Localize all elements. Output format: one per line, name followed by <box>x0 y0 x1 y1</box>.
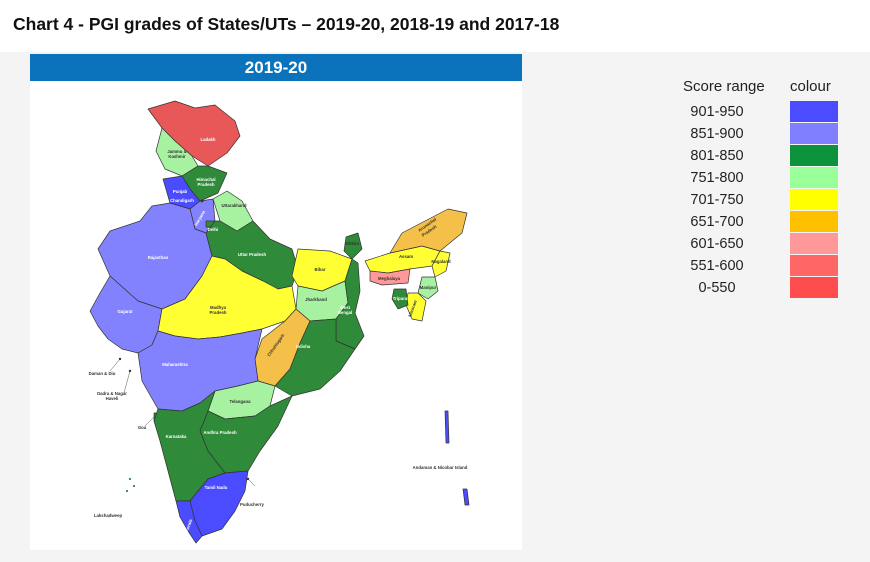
legend-range-label: 0-550 <box>698 280 736 296</box>
label-assam: Assam <box>399 254 413 259</box>
legend-item: 701-750 <box>676 189 846 211</box>
label-nagaland: Nagaland <box>431 259 451 264</box>
state-sikkim <box>343 232 363 260</box>
legend-colour-swatch <box>790 277 838 298</box>
legend: Score range colour 901-950 851-900 801-850… <box>676 76 846 306</box>
label-tripura: Tripura <box>393 296 408 301</box>
page-title: Chart 4 - PGI grades of States/UTs – 201… <box>13 14 560 34</box>
legend-item: 0-550 <box>676 277 846 299</box>
label-andaman: Andaman & Nicobar Island <box>413 465 468 470</box>
legend-colour-header: colour <box>790 78 831 95</box>
state-nagaland <box>431 250 451 278</box>
legend-range-label: 701-750 <box>690 192 744 208</box>
legend-range-label: 901-950 <box>690 104 744 120</box>
label-tamil-nadu: Tamil Nadu <box>205 485 228 490</box>
label-dadra-1: Dadra & Nagar <box>97 391 127 396</box>
marker-lakshadweep-1 <box>128 477 132 481</box>
state-arunachal-pradesh <box>389 208 468 254</box>
label-punjab: Punjab <box>173 189 188 194</box>
label-uttar-pradesh: Uttar Pradesh <box>238 252 267 257</box>
legend-range-label: 851-900 <box>690 126 744 142</box>
label-jammu-kashmir-1: Jammu & <box>167 149 186 154</box>
legend-colour-swatch <box>790 211 838 232</box>
leader-goa <box>144 416 155 427</box>
state-manipur <box>417 276 439 300</box>
label-andhra-pradesh: Andhra Pradesh <box>203 430 237 435</box>
label-maharashtra: Maharashtra <box>162 362 188 367</box>
label-bihar: Bihar <box>315 267 326 272</box>
marker-chandigarh <box>200 199 204 203</box>
map-panel: 2019-20 <box>30 54 522 550</box>
legend-range-label: 751-800 <box>690 170 744 186</box>
legend-item: 801-850 <box>676 145 846 167</box>
label-himachal-1: Himachal <box>196 177 215 182</box>
legend-range-header: Score range <box>683 78 765 95</box>
leader-puducherry <box>247 478 256 487</box>
label-goa: Goa <box>138 425 147 430</box>
ut-andaman-nicobar-south <box>462 488 470 506</box>
label-rajasthan: Rajasthan <box>148 255 169 260</box>
leader-daman-diu <box>109 358 121 372</box>
state-tripura <box>391 288 409 310</box>
legend-item: 751-800 <box>676 167 846 189</box>
leader-dadra <box>123 370 131 394</box>
legend-colour-swatch <box>790 145 838 166</box>
label-meghalaya: Meghalaya <box>378 276 401 281</box>
legend-colour-swatch <box>790 233 838 254</box>
label-jammu-kashmir-2: Kashmir <box>168 154 186 159</box>
label-west-bengal-1: West <box>340 305 351 310</box>
state-kerala <box>175 500 203 544</box>
state-tamil-nadu <box>189 470 249 537</box>
header: Chart 4 - PGI grades of States/UTs – 201… <box>0 0 870 52</box>
legend-item: 551-600 <box>676 255 846 277</box>
legend-range-label: 651-700 <box>690 214 744 230</box>
legend-range-label: 551-600 <box>690 258 744 274</box>
legend-range-label: 601-650 <box>690 236 744 252</box>
label-west-bengal-2: Bengal <box>338 310 352 315</box>
india-map: Ladakh Himachal Pradesh Punjab Chandigar… <box>89 100 470 544</box>
marker-lakshadweep-2 <box>132 484 136 488</box>
state-gujarat <box>89 275 163 354</box>
legend-colour-swatch <box>790 167 838 188</box>
label-daman-diu: Daman & Diu <box>89 371 116 376</box>
legend-colour-swatch <box>790 123 838 144</box>
label-uttarakhand: Uttarakhand <box>221 203 246 208</box>
label-mizoram: Mizoram <box>407 299 418 317</box>
ut-andaman-nicobar-north <box>444 410 450 444</box>
label-madhya-pradesh-2: Pradesh <box>210 310 227 315</box>
label-jharkhand: Jharkhand <box>305 297 327 302</box>
state-meghalaya <box>369 268 411 286</box>
legend-item: 901-950 <box>676 101 846 123</box>
label-dadra-2: Haveli <box>106 396 119 401</box>
label-madhya-pradesh-1: Madhya <box>210 305 227 310</box>
label-himachal-2: Pradesh <box>198 182 215 187</box>
legend-item: 651-700 <box>676 211 846 233</box>
label-delhi: Delhi <box>208 227 219 232</box>
label-lakshadweep: Lakshadweep <box>94 513 123 518</box>
legend-colour-swatch <box>790 189 838 210</box>
label-ladakh: Ladakh <box>200 137 215 142</box>
label-kerala: Kerala <box>184 518 193 533</box>
label-telangana: Telangana <box>230 399 252 404</box>
legend-range-label: 801-850 <box>690 148 744 164</box>
legend-item: 601-650 <box>676 233 846 255</box>
year-banner: 2019-20 <box>30 54 522 81</box>
marker-lakshadweep-3 <box>125 489 129 493</box>
legend-colour-swatch <box>790 255 838 276</box>
legend-item: 851-900 <box>676 123 846 145</box>
label-sikkim: Sikkim <box>345 241 359 246</box>
label-odisha: Odisha <box>296 344 311 349</box>
label-karnataka: Karnataka <box>166 434 187 439</box>
state-odisha <box>274 318 356 397</box>
state-west-bengal <box>335 258 365 350</box>
label-puducherry: Puducherry <box>240 502 264 507</box>
legend-colour-swatch <box>790 101 838 122</box>
marker-dadra <box>128 369 132 373</box>
label-chandigarh: Chandigarh <box>170 198 194 203</box>
label-manipur: Manipur <box>420 285 437 290</box>
label-gujarat: Gujarat <box>117 309 133 314</box>
